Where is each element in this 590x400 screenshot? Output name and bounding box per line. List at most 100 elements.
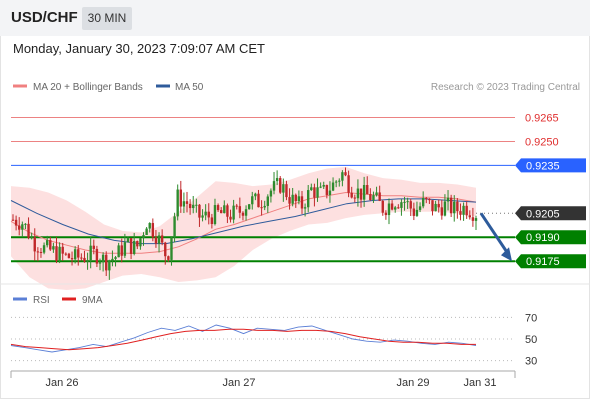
candle-body — [443, 201, 447, 216]
candle-body — [49, 240, 52, 250]
candle-body — [132, 241, 136, 254]
candle-body — [434, 203, 437, 212]
legend-label-9ma: 9MA — [82, 295, 103, 306]
candle-body — [372, 195, 375, 201]
chart-datetime: Monday, January 30, 2023 7:09:07 AM CET — [13, 41, 265, 56]
resistance-label: 0.9265 — [525, 112, 559, 124]
candle-body — [350, 192, 353, 198]
candle-body — [362, 185, 366, 200]
candle-body — [164, 242, 167, 257]
legend-label-ma50: MA 50 — [175, 82, 204, 93]
candle-body — [387, 203, 391, 216]
rsi-layer: 30 50 70 — [10, 312, 537, 368]
candle-body — [468, 215, 471, 218]
candle-body — [334, 181, 338, 183]
candle-body — [39, 251, 43, 253]
ma20-line — [10, 191, 477, 254]
candle-body — [431, 200, 434, 212]
candle-body — [145, 228, 148, 236]
candles-layer — [11, 167, 478, 280]
candle-body — [266, 196, 270, 206]
candle-body — [269, 190, 273, 197]
candle-body — [366, 185, 369, 195]
candle-body — [241, 212, 245, 216]
candle-body — [254, 193, 257, 197]
candle-body — [449, 197, 453, 214]
candle-body — [418, 206, 422, 210]
levels-layer — [11, 116, 515, 263]
candle-body — [446, 197, 450, 202]
candle-body — [73, 249, 77, 260]
candle-body — [167, 256, 170, 260]
forecast-arrowhead — [501, 247, 512, 262]
candle-body — [58, 246, 61, 261]
candle-body — [456, 201, 459, 212]
candle-body — [459, 211, 462, 215]
candle-body — [36, 251, 40, 253]
candle-body — [232, 205, 235, 220]
candle-body — [77, 249, 80, 258]
candle-body — [160, 235, 164, 243]
candle-body — [136, 241, 139, 247]
candle-body — [462, 205, 465, 215]
candle-body — [111, 258, 114, 261]
legend-swatch-ma20 — [13, 84, 27, 88]
candle-body — [328, 190, 332, 195]
timeframe-badge[interactable]: 30 MIN — [82, 7, 132, 30]
candle-body — [105, 254, 108, 271]
candle-body — [219, 210, 223, 214]
candle-body — [52, 246, 55, 250]
candle-body — [151, 223, 155, 238]
candle-body — [331, 182, 335, 191]
candle-body — [238, 206, 242, 213]
candle-body — [235, 205, 238, 207]
candle-body — [251, 196, 254, 205]
candle-body — [291, 194, 294, 204]
bollinger-band-layer — [11, 166, 476, 290]
candle-body — [188, 203, 192, 209]
candle-body — [185, 201, 189, 204]
candle-body — [244, 209, 248, 216]
ma50-line — [10, 198, 477, 245]
candle-body — [142, 235, 145, 239]
candle-body — [409, 201, 412, 209]
candle-body — [89, 245, 92, 261]
candle-body — [98, 262, 102, 264]
candle-body — [95, 248, 99, 264]
candle-body — [471, 217, 475, 221]
candle-body — [207, 211, 210, 218]
candle-body — [67, 253, 71, 259]
candle-body — [400, 202, 403, 208]
candle-body — [223, 205, 226, 214]
candle-body — [297, 196, 301, 202]
candle-body — [70, 258, 74, 260]
candle-body — [226, 205, 229, 217]
candle-body — [257, 193, 260, 208]
x-tick-label: Jan 26 — [45, 377, 78, 389]
candle-body — [195, 204, 198, 206]
candle-body — [341, 172, 344, 181]
candle-body — [83, 257, 86, 262]
candle-body — [474, 218, 478, 221]
candle-body — [307, 190, 310, 208]
level-labels-layer: 0.9265 0.9250 0.9235 0.9205 0.9190 0.9175 — [515, 112, 586, 269]
legend-label-ma20: MA 20 + Bollinger Bands — [33, 82, 143, 93]
candle-body — [33, 237, 36, 252]
candle-body — [64, 253, 68, 255]
resistance-label: 0.9250 — [525, 136, 559, 148]
current-price-tag — [515, 206, 586, 221]
candle-body — [198, 204, 201, 218]
candle-body — [406, 201, 409, 203]
candle-body — [282, 184, 285, 193]
pivot-tag — [515, 158, 586, 173]
candle-body — [356, 188, 360, 199]
candle-body — [453, 201, 456, 214]
credit-text: Research © 2023 Trading Central — [431, 82, 580, 93]
current-price-label: 0.9205 — [526, 208, 560, 220]
candle-body — [61, 246, 64, 254]
candle-body — [126, 238, 130, 243]
support-label: 0.9175 — [526, 256, 560, 268]
candle-body — [322, 185, 325, 187]
candle-body — [263, 205, 266, 208]
candle-body — [260, 207, 263, 209]
